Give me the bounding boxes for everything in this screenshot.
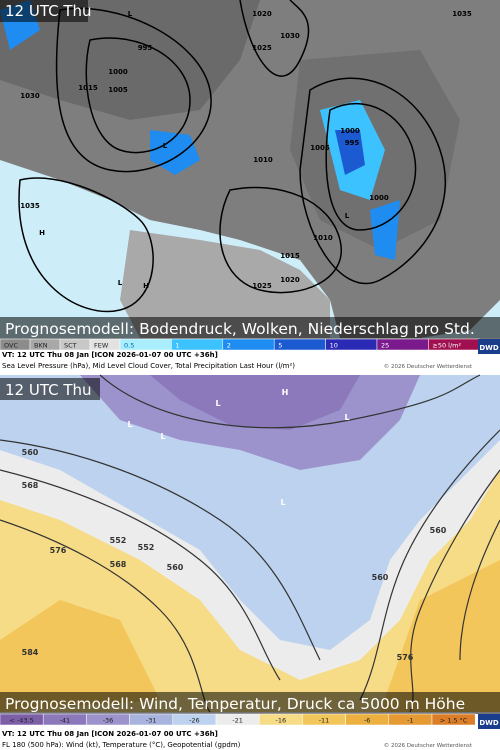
map-label: 1000 bbox=[340, 127, 360, 135]
map-label: 1010 bbox=[253, 156, 273, 164]
time-box bbox=[0, 378, 100, 400]
map-label: 1025 bbox=[252, 282, 272, 290]
map-label: 995 bbox=[345, 139, 360, 147]
time-box bbox=[0, 0, 88, 22]
legend-label: -26 bbox=[189, 717, 200, 725]
legend-label: -11 bbox=[319, 717, 330, 725]
legend-label: FEW bbox=[94, 342, 109, 350]
legend-label: < -43.5 bbox=[9, 717, 33, 725]
legend-label: > 1.5 °C bbox=[440, 717, 468, 725]
map-label: H bbox=[282, 388, 289, 397]
valid-time: VT: 12 UTC Thu 08 Jan [ICON 2026-01-07 0… bbox=[2, 730, 218, 738]
caption: Prognosemodell: Bodendruck, Wolken, Nied… bbox=[5, 320, 475, 338]
legend-label: -21 bbox=[232, 717, 243, 725]
map-label: L bbox=[127, 420, 132, 429]
caption: Prognosemodell: Wind, Temperatur, Druck … bbox=[5, 695, 465, 713]
map-label: 1015 bbox=[280, 252, 300, 260]
map-label: 1015 bbox=[78, 84, 98, 92]
legend-label: -36 bbox=[103, 717, 114, 725]
map-label: L bbox=[344, 413, 349, 422]
legend-label: -16 bbox=[275, 717, 286, 725]
logo: DWD bbox=[479, 344, 499, 352]
map-label: L bbox=[160, 432, 165, 441]
map-label: 576 bbox=[397, 653, 414, 662]
map-label: 1000 bbox=[369, 194, 389, 202]
map-label: 1020 bbox=[252, 10, 272, 18]
map-label: 1030 bbox=[20, 92, 40, 100]
copyright: © 2026 Deutscher Wetterdienst bbox=[384, 742, 473, 749]
upper-air-map bbox=[0, 374, 500, 713]
map-label: L bbox=[215, 399, 220, 408]
map-label: 1010 bbox=[313, 234, 333, 242]
caption-box bbox=[0, 692, 500, 714]
legend-label: -6 bbox=[364, 717, 370, 725]
time-label: 12 UTC Thu bbox=[5, 2, 92, 20]
map-label: 568 bbox=[22, 481, 39, 490]
legend-label: 25 bbox=[381, 342, 389, 350]
map-label: H bbox=[143, 282, 149, 290]
legend: OVC BKN SCT FEW 0.5 1 2 5 10 25 ≥50 l/m² bbox=[0, 338, 481, 351]
legend-label: 1 bbox=[175, 342, 179, 350]
map-label: 1030 bbox=[280, 32, 300, 40]
logo-box bbox=[478, 339, 500, 354]
legend-label: 0.5 bbox=[124, 342, 134, 350]
map-label: 995 bbox=[138, 44, 153, 52]
map-label: 552 bbox=[138, 543, 155, 552]
map-label: L bbox=[163, 142, 168, 150]
map-label: L bbox=[118, 279, 123, 287]
legend-label: 2 bbox=[227, 342, 231, 350]
map-label: L bbox=[128, 10, 133, 18]
description: Sea Level Pressure (hPa), Mid Level Clou… bbox=[2, 362, 295, 370]
legend-label: 5 bbox=[278, 342, 282, 350]
description: FL 180 (500 hPa): Wind (kt), Temperature… bbox=[2, 741, 241, 749]
map-label: 584 bbox=[22, 648, 39, 657]
map-label: 1000 bbox=[108, 68, 128, 76]
legend-swatch bbox=[431, 713, 476, 726]
logo-box bbox=[478, 714, 500, 729]
map-label: 1035 bbox=[20, 202, 40, 210]
map-label: 576 bbox=[50, 546, 67, 555]
map-label: 1005 bbox=[108, 86, 128, 94]
map-label: 560 bbox=[372, 573, 389, 582]
legend-label: OVC bbox=[4, 342, 18, 350]
map-label: 560 bbox=[430, 526, 447, 535]
surface-map bbox=[0, 0, 500, 338]
legend-label: -41 bbox=[59, 717, 70, 725]
map-label: 568 bbox=[110, 560, 127, 569]
copyright: © 2026 Deutscher Wetterdienst bbox=[384, 363, 473, 370]
map-label: L bbox=[345, 212, 350, 220]
legend-label: BKN bbox=[34, 342, 48, 350]
legend-label: SCT bbox=[64, 342, 77, 350]
valid-time: VT: 12 UTC Thu 08 Jan [ICON 2026-01-07 0… bbox=[2, 351, 218, 359]
caption-box bbox=[0, 317, 500, 339]
map-label: L bbox=[280, 498, 285, 507]
legend-label: -31 bbox=[146, 717, 157, 725]
time-label: 12 UTC Thu bbox=[5, 381, 92, 399]
map-label: H bbox=[39, 229, 45, 237]
map-label: 560 bbox=[167, 563, 184, 572]
legend: < -43.5 -41 -36 -31 -26 -21 -16 -11 -6 -1 > 1.5 °C bbox=[0, 713, 476, 726]
map-label: 552 bbox=[110, 536, 127, 545]
legend-label: ≥50 l/m² bbox=[432, 342, 461, 350]
map-label: 1005 bbox=[310, 144, 330, 152]
map-label: 560 bbox=[22, 448, 39, 457]
legend-label: 10 bbox=[330, 342, 338, 350]
map-label: 1020 bbox=[280, 276, 300, 284]
map-label: 1025 bbox=[252, 44, 272, 52]
logo: DWD bbox=[479, 719, 499, 727]
map-label: 1035 bbox=[452, 10, 472, 18]
legend-label: -1 bbox=[407, 717, 413, 725]
